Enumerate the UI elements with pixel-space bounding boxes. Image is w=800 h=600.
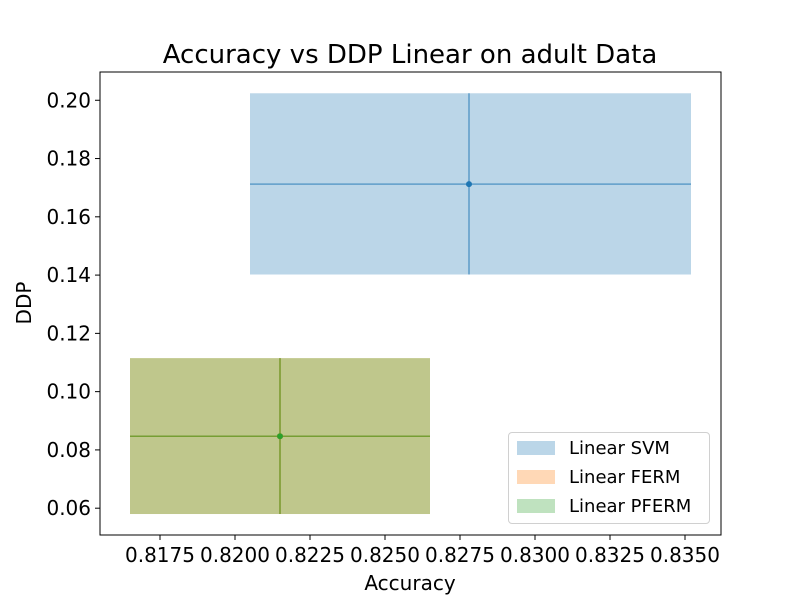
y-tick-label: 0.06	[46, 496, 91, 520]
legend-swatch-linear-pferm	[517, 499, 555, 513]
legend-item-linear-svm: Linear SVM	[517, 437, 670, 459]
chart-title: Accuracy vs DDP Linear on adult Data	[163, 40, 658, 70]
y-axis-label: DDP	[12, 282, 36, 325]
plot-frame	[99, 71, 722, 536]
x-axis-ticks: 0.8175 0.8200 0.8225 0.8250 0.8275 0.8300 0.83…	[125, 535, 720, 567]
legend-swatch-linear-svm	[517, 441, 555, 455]
x-tick-label: 0.8275	[425, 543, 495, 567]
data-point-linear-svm	[466, 181, 472, 188]
x-tick-label: 0.8325	[575, 543, 645, 567]
y-tick-label: 0.18	[46, 147, 91, 171]
data-point-linear-pferm	[277, 433, 283, 440]
y-tick-label: 0.16	[46, 205, 91, 229]
y-tick-label: 0.14	[46, 263, 91, 287]
y-tick-label: 0.08	[46, 438, 91, 462]
y-tick-label: 0.10	[46, 380, 91, 404]
y-axis-ticks: 0.06 0.08 0.10 0.12 0.14 0.16 0.18 0.20	[46, 88, 100, 520]
x-tick-label: 0.8175	[125, 543, 195, 567]
legend-label-linear-svm: Linear SVM	[569, 437, 670, 459]
x-tick-label: 0.8225	[275, 543, 345, 567]
y-tick-label: 0.20	[46, 88, 91, 112]
x-tick-label: 0.8300	[500, 543, 570, 567]
y-tick-label: 0.12	[46, 321, 91, 345]
legend-item-linear-pferm: Linear PFERM	[517, 495, 691, 517]
legend-label-linear-pferm: Linear PFERM	[569, 495, 692, 517]
legend-swatch-linear-ferm	[517, 470, 555, 484]
legend-item-linear-ferm: Linear FERM	[517, 466, 680, 488]
legend: Linear SVM Linear FERM Linear PFERM	[508, 432, 710, 524]
legend-label-linear-ferm: Linear FERM	[569, 466, 681, 488]
x-tick-label: 0.8250	[350, 543, 420, 567]
x-axis-label: Accuracy	[364, 571, 455, 595]
data-points	[277, 181, 472, 440]
x-tick-label: 0.8200	[200, 543, 270, 567]
x-tick-label: 0.8350	[650, 543, 720, 567]
